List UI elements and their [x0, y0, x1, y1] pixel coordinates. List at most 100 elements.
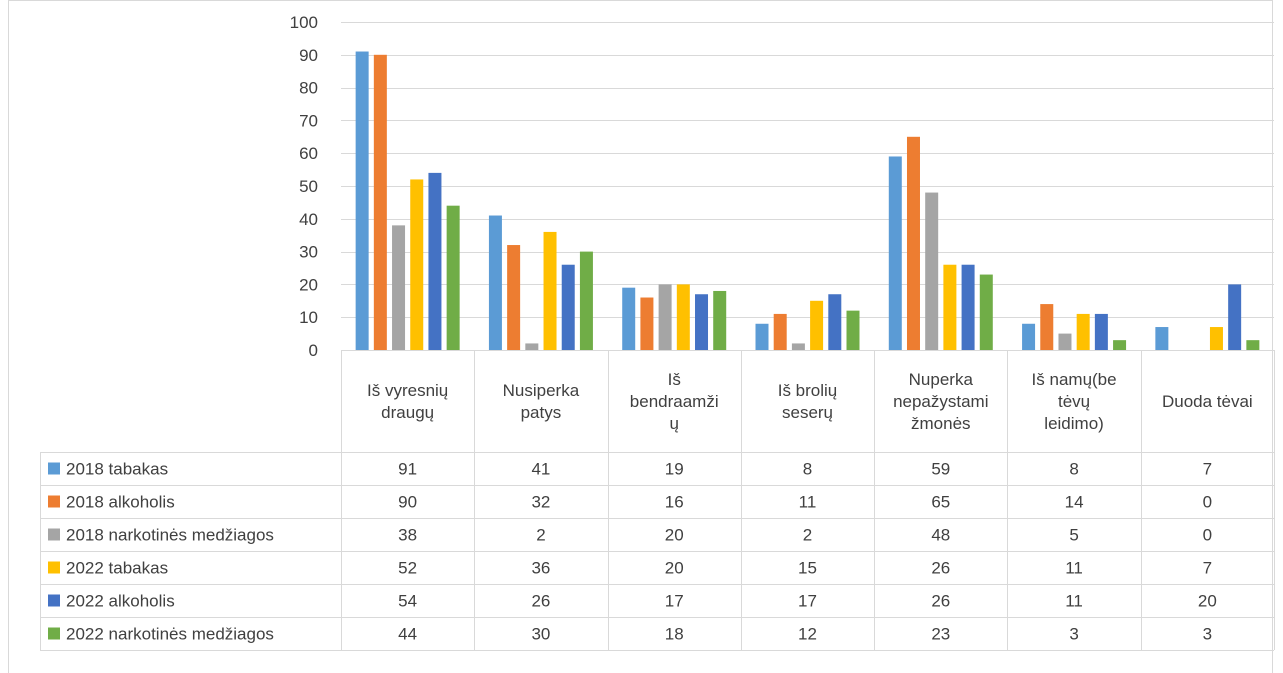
bar: [1228, 284, 1242, 350]
bar: [755, 323, 769, 350]
category-label-line: Iš namų(be: [1032, 370, 1117, 389]
legend-swatch: [48, 561, 60, 574]
bar: [392, 225, 406, 350]
bar: [355, 51, 369, 351]
table-cell-value: 44: [398, 625, 417, 644]
bar: [410, 179, 424, 350]
bars: [355, 51, 1260, 351]
bar: [579, 251, 593, 350]
category-label: Iš brolių seserų: [778, 381, 838, 422]
table-cell-value: 26: [931, 592, 950, 611]
legend-swatch: [48, 627, 60, 640]
legend-swatch: [48, 528, 60, 541]
y-tick-label: 80: [299, 79, 318, 98]
bar: [925, 192, 939, 350]
category-label-line: Nuperka: [909, 370, 974, 389]
category-label-line: seserų: [782, 403, 833, 422]
gridlines: [341, 22, 1274, 351]
table-cell-value: 11: [799, 493, 817, 512]
series-name: 2022 tabakas: [66, 559, 168, 578]
bar: [1094, 313, 1108, 350]
bar: [943, 264, 957, 350]
table-cell-value: 20: [665, 526, 684, 545]
table-cell-value: 2: [803, 526, 812, 545]
legend-swatch: [48, 495, 60, 508]
category-label-line: ų: [669, 414, 678, 433]
table-cell-value: 7: [1203, 460, 1212, 479]
category-label-line: Iš brolių: [778, 381, 838, 400]
bar: [488, 215, 502, 350]
bar: [543, 231, 557, 350]
bar: [695, 294, 709, 350]
table-cell-value: 15: [798, 559, 817, 578]
table-cell-value: 8: [1069, 460, 1078, 479]
table-cell-value: 2: [536, 526, 545, 545]
table-cell-value: 0: [1203, 493, 1212, 512]
category-label: Iš bendraamži ų: [630, 370, 719, 433]
category-label-line: leidimo): [1044, 414, 1104, 433]
bar: [1246, 340, 1260, 350]
category-label: Duoda tėvai: [1162, 392, 1253, 411]
series-name: 2018 tabakas: [66, 460, 168, 479]
bar: [1113, 340, 1127, 350]
table-cell-value: 12: [798, 625, 817, 644]
category-label-line: bendraamži: [630, 392, 719, 411]
table-cell-value: 8: [803, 460, 812, 479]
series-name: 2022 narkotinės medžiagos: [66, 625, 274, 644]
bar: [525, 343, 539, 350]
bar: [446, 205, 460, 350]
series-name: 2018 alkoholis: [66, 493, 175, 512]
table-cell-value: 19: [665, 460, 684, 479]
table-cell-value: 59: [931, 460, 950, 479]
series-name: 2022 alkoholis: [66, 592, 175, 611]
table-cell-value: 16: [665, 493, 684, 512]
bar: [561, 264, 575, 350]
table-cell-value: 65: [931, 493, 950, 512]
bar: [1058, 333, 1072, 350]
legend-swatch: [48, 462, 60, 475]
y-tick-label: 70: [299, 111, 318, 130]
table-cell-value: 91: [398, 460, 417, 479]
table-cell-value: 48: [931, 526, 950, 545]
table-cell-value: 14: [1065, 493, 1084, 512]
bar: [507, 245, 521, 350]
table-cell-value: 3: [1203, 625, 1212, 644]
category-label: Iš vyresnių draugų: [367, 381, 448, 422]
y-tick-label: 60: [299, 144, 318, 163]
y-tick-label: 100: [290, 13, 318, 32]
data-table: Iš vyresnių draugų Nusiperka patys Iš bendraa…: [40, 350, 1275, 651]
legend-swatch: [48, 594, 60, 607]
table-cell-value: 3: [1069, 625, 1078, 644]
category-label: Nuperka nepažystami žmonės: [893, 370, 988, 433]
table-cell-value: 11: [1065, 559, 1083, 578]
table-cell-value: 32: [531, 493, 550, 512]
table-cell-value: 30: [531, 625, 550, 644]
table-cell-value: 17: [798, 592, 817, 611]
y-tick-label: 30: [299, 243, 318, 262]
category-label: Iš namų(be tėvų leidimo): [1032, 370, 1117, 433]
category-label-line: tėvų: [1058, 392, 1090, 411]
table-cell-value: 7: [1203, 559, 1212, 578]
category-label-line: Nusiperka: [503, 381, 580, 400]
bar: [658, 284, 672, 350]
table-cell-value: 11: [1065, 592, 1083, 611]
bar: [676, 284, 690, 350]
bar: [828, 294, 842, 350]
bar: [979, 274, 993, 350]
table-cell-value: 20: [665, 559, 684, 578]
category-label-line: draugų: [381, 403, 434, 422]
table-cell-value: 41: [531, 460, 550, 479]
table-cell-value: 52: [398, 559, 417, 578]
y-tick-label: 90: [299, 46, 318, 65]
bar: [640, 297, 654, 350]
category-label-line: Iš vyresnių: [367, 381, 448, 400]
bar: [1209, 327, 1223, 350]
bar: [961, 264, 975, 350]
bar: [1076, 313, 1090, 350]
table-cell-value: 0: [1203, 526, 1212, 545]
y-tick-label: 0: [309, 341, 318, 360]
series-name: 2018 narkotinės medžiagos: [66, 526, 274, 545]
table-cell-value: 17: [665, 592, 684, 611]
y-tick-label: 50: [299, 177, 318, 196]
